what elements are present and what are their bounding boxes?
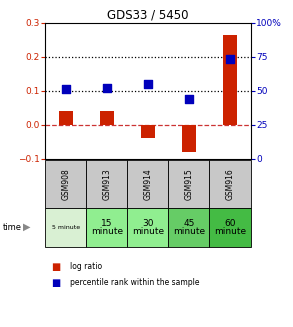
Text: minute: minute — [173, 227, 205, 236]
Text: 30: 30 — [142, 219, 154, 228]
Text: GSM913: GSM913 — [103, 168, 111, 200]
Point — [105, 85, 109, 91]
Text: time: time — [3, 223, 22, 232]
Text: minute: minute — [91, 227, 123, 236]
Text: GSM915: GSM915 — [185, 168, 193, 200]
Text: GSM914: GSM914 — [144, 168, 152, 200]
Point — [64, 86, 68, 92]
Text: log ratio: log ratio — [70, 262, 103, 271]
Point — [146, 81, 150, 87]
Text: 15: 15 — [101, 219, 113, 228]
Text: ■: ■ — [51, 278, 61, 288]
Text: GSM916: GSM916 — [226, 168, 234, 200]
Text: minute: minute — [214, 227, 246, 236]
Text: percentile rank within the sample: percentile rank within the sample — [70, 278, 200, 287]
Text: 60: 60 — [224, 219, 236, 228]
Text: ▶: ▶ — [23, 222, 30, 232]
Text: 45: 45 — [183, 219, 195, 228]
Bar — [59, 111, 73, 125]
Bar — [182, 125, 196, 152]
Bar — [223, 35, 237, 125]
Text: minute: minute — [132, 227, 164, 236]
Title: GDS33 / 5450: GDS33 / 5450 — [107, 9, 189, 22]
Text: 5 minute: 5 minute — [52, 225, 80, 230]
Bar — [141, 125, 155, 138]
Text: ■: ■ — [51, 262, 61, 271]
Bar — [100, 111, 114, 125]
Point — [187, 96, 191, 102]
Point — [228, 56, 232, 61]
Text: GSM908: GSM908 — [62, 168, 70, 200]
